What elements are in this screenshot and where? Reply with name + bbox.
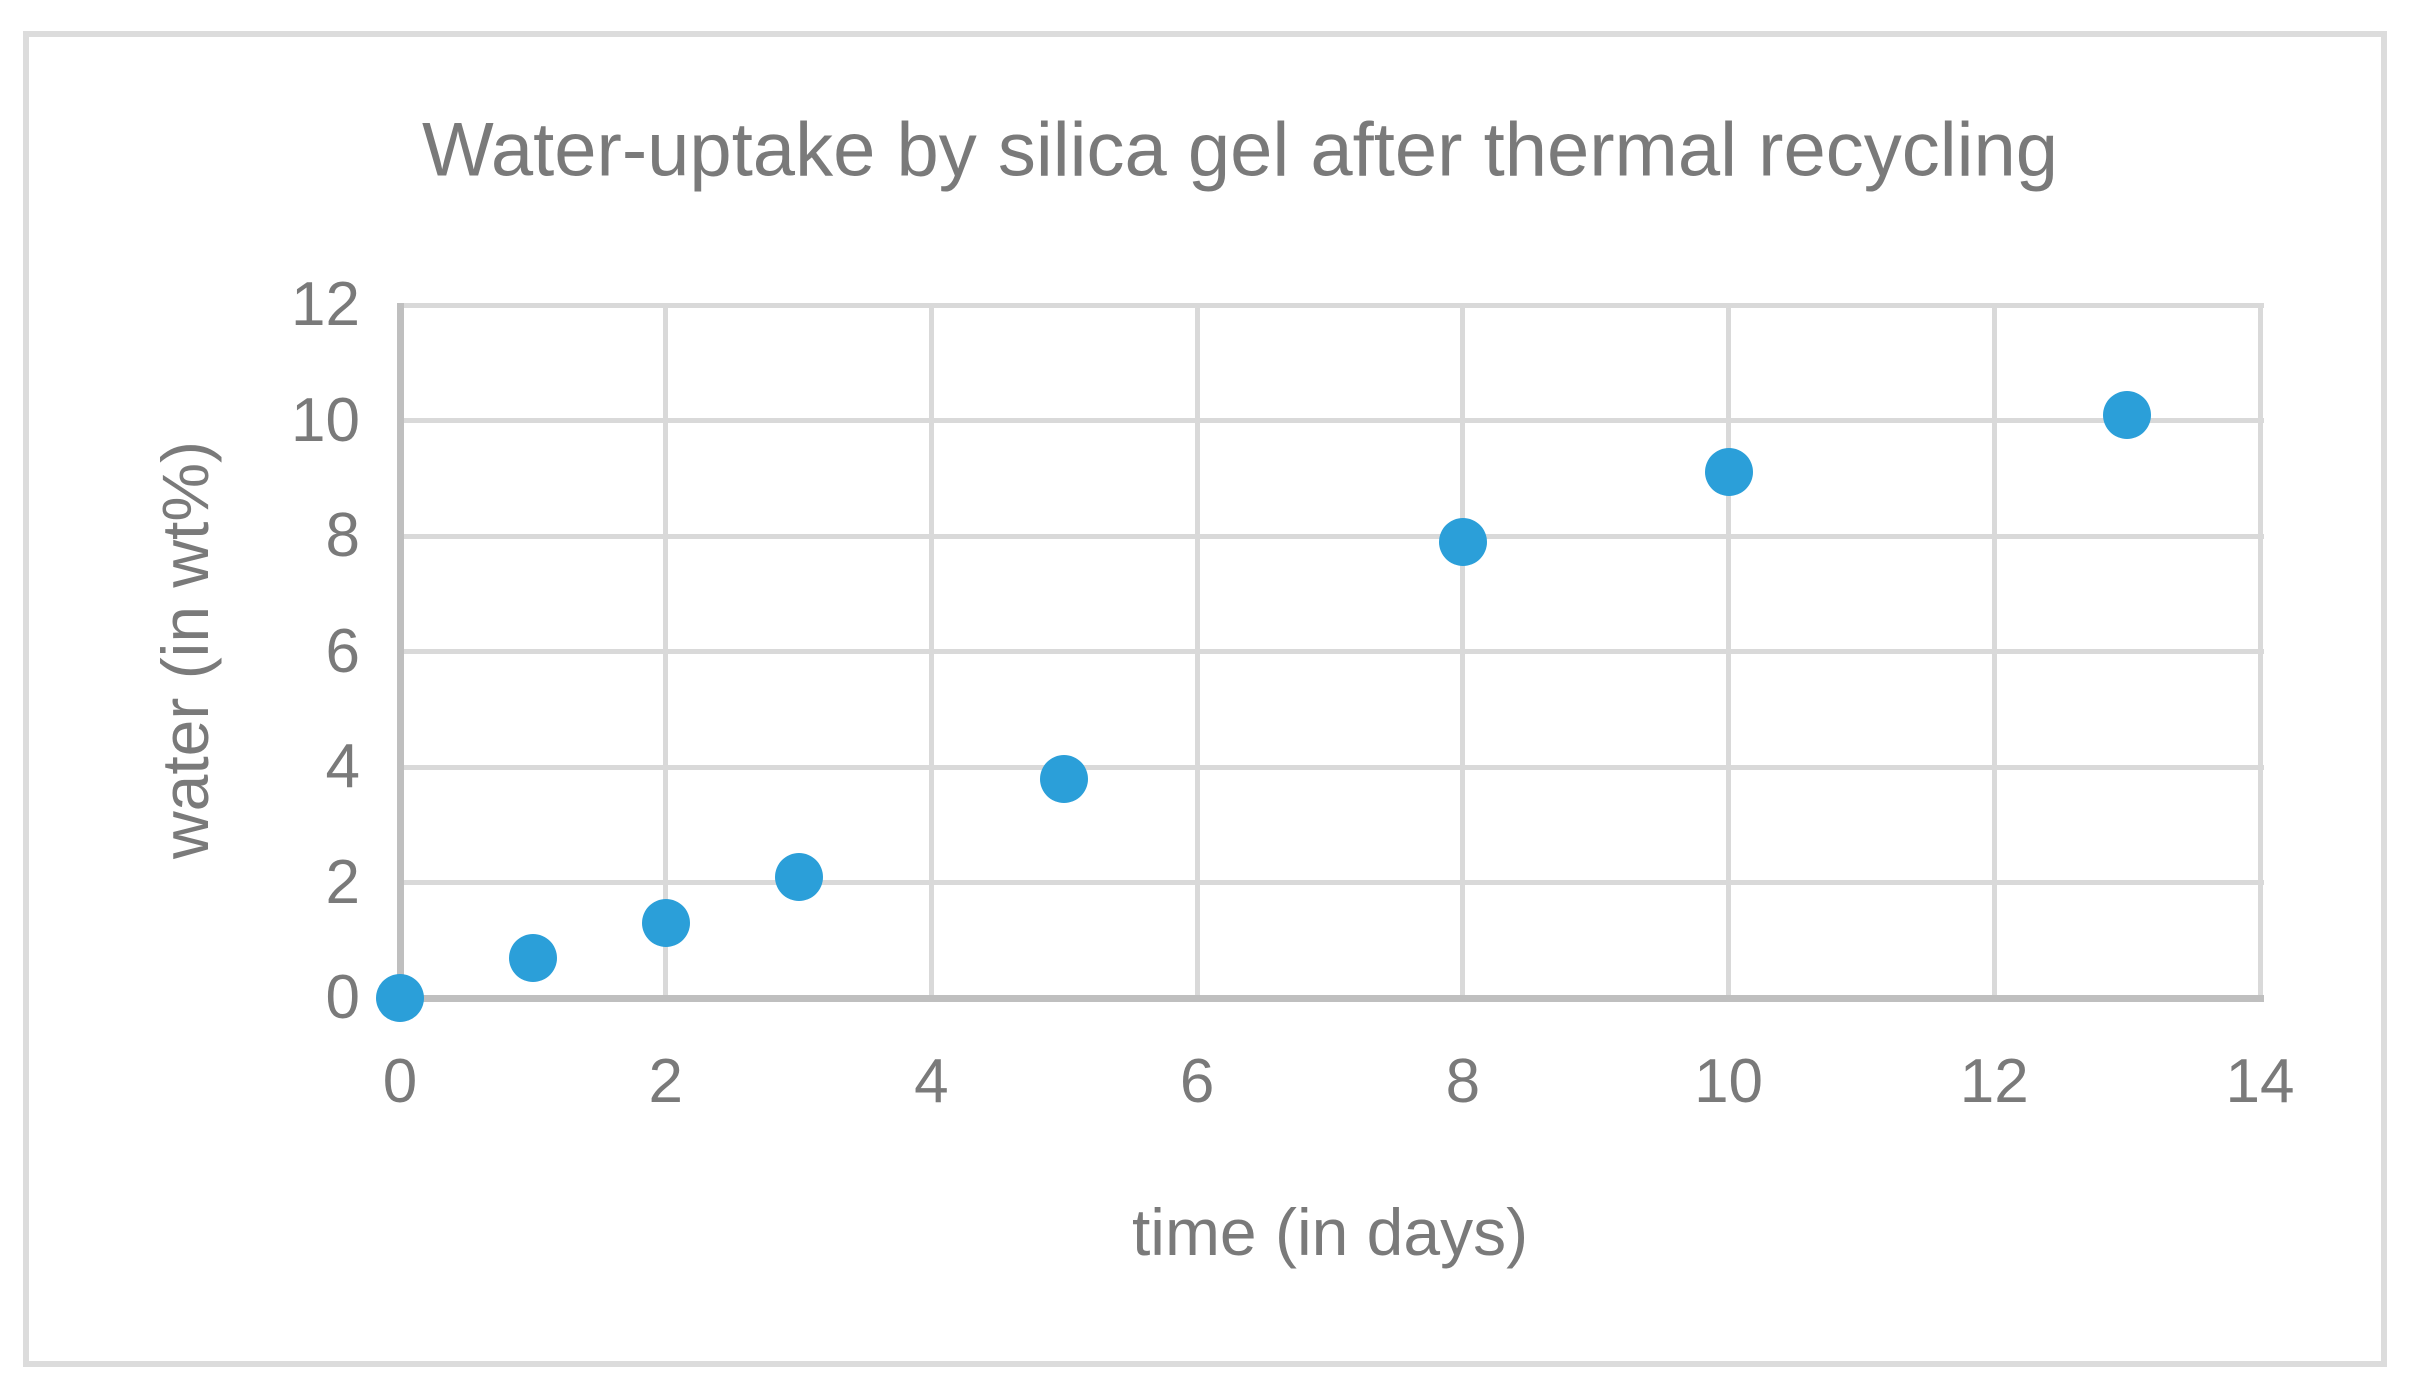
y-tick-label: 4 [325,732,360,801]
x-tick-label: 12 [1959,1047,2029,1116]
horizontal-gridline [398,533,2264,539]
data-point [774,852,823,901]
vertical-gridline [663,303,669,1002]
y-tick-label: 0 [325,963,360,1032]
horizontal-gridline [398,302,2264,308]
x-tick-label: 6 [1179,1047,1215,1116]
y-tick-label: 6 [325,616,360,686]
horizontal-gridline [398,649,2264,654]
vertical-gridline [1726,303,1732,1002]
data-point [508,933,557,982]
vertical-gridline [1460,303,1466,1002]
vertical-gridline [928,303,934,1002]
x-tick-label: 2 [648,1047,683,1116]
x-tick-label: 8 [1445,1047,1481,1116]
chart-frame-border [23,31,2387,1367]
data-point [1040,754,1089,803]
x-axis-line [396,994,2264,1002]
vertical-gridline [2257,303,2263,1002]
y-tick-label: 12 [291,270,360,339]
data-point [1438,517,1487,566]
chart-title: Water-uptake by silica gel after thermal… [421,107,2059,193]
x-tick-label: 0 [382,1047,418,1116]
x-tick-label: 4 [914,1047,949,1116]
data-point [1704,448,1753,497]
y-tick-label: 2 [325,847,360,917]
y-tick-label: 8 [325,501,360,570]
x-axis-title: time (in days) [1131,1195,1529,1269]
y-axis-line [396,303,404,1002]
horizontal-gridline [398,880,2264,885]
x-tick-label: 14 [2225,1047,2295,1116]
y-tick-label: 10 [291,385,360,455]
x-tick-label: 10 [1694,1047,1764,1116]
data-point [641,898,690,947]
vertical-gridline [1991,303,1997,1002]
horizontal-gridline [398,764,2264,770]
data-point [2103,390,2152,439]
vertical-gridline [1194,303,1200,1002]
horizontal-gridline [398,418,2264,423]
data-point [376,974,424,1022]
